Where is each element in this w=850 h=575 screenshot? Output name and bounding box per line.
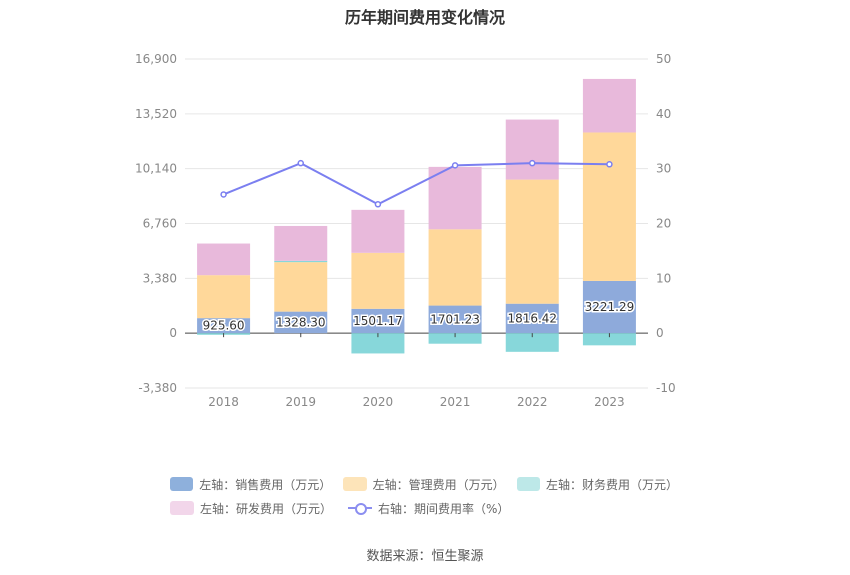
legend-item-expense-ratio[interactable]: 右轴：期间费用率（%） — [348, 500, 509, 517]
right-axis-tick-label: 50 — [656, 52, 671, 66]
sales-data-label: 3221.29 — [585, 300, 635, 314]
right-axis-tick-label: -10 — [656, 381, 676, 395]
x-axis-tick-label: 2021 — [440, 395, 471, 409]
bar-admin — [351, 252, 405, 309]
bar-admin — [505, 179, 559, 304]
legend-swatch-admin — [343, 477, 367, 491]
bar-rnd — [582, 78, 636, 133]
bar-rnd — [197, 243, 251, 276]
bar-rnd — [505, 119, 559, 180]
expense-ratio-point — [220, 191, 227, 198]
left-axis-tick-label: 3,380 — [143, 271, 177, 285]
bar-finance — [274, 260, 328, 263]
legend-swatch-finance — [516, 477, 540, 491]
left-axis-tick-label: 10,140 — [135, 162, 177, 176]
right-axis-tick-label: 10 — [656, 271, 671, 285]
legend-label-admin: 左轴：管理费用（万元） — [372, 477, 505, 492]
bar-finance — [582, 333, 636, 346]
bar-finance — [351, 333, 405, 354]
bar-sales — [274, 311, 328, 334]
x-axis-tick-label: 2022 — [517, 395, 548, 409]
data-source: 数据来源：恒生聚源 — [366, 549, 484, 564]
sales-data-label: 1501.17 — [353, 314, 403, 328]
bar-rnd — [428, 166, 482, 230]
left-axis-tick-label: -3,380 — [138, 381, 177, 395]
legend-label-sales: 左轴：销售费用（万元） — [199, 477, 332, 492]
bar-admin — [428, 229, 482, 306]
legend-item-rnd[interactable]: 左轴：研发费用（万元） — [170, 500, 332, 517]
chart-title: 历年期间费用变化情况 — [344, 8, 505, 27]
x-axis-tick-label: 2020 — [363, 395, 394, 409]
expense-ratio-point — [451, 162, 459, 169]
bar-rnd — [274, 225, 328, 261]
legend-swatch-expense-ratio — [348, 501, 373, 515]
x-axis-tick-label: 2018 — [208, 395, 239, 409]
bar-rnd — [351, 209, 405, 253]
bar-sales — [351, 308, 405, 334]
legend-label-rnd: 左轴：研发费用（万元） — [200, 501, 333, 516]
sales-data-label: 1328.30 — [276, 315, 326, 329]
x-axis-tick-label: 2019 — [285, 395, 316, 409]
sales-data-label: 925.60 — [203, 319, 245, 333]
expense-ratio-point — [606, 161, 613, 168]
bar-admin — [582, 132, 636, 281]
bar-sales — [505, 303, 559, 334]
sales-data-label: 1816.42 — [507, 311, 557, 325]
expense-ratio-point — [529, 159, 536, 167]
legend-swatch-sales — [170, 477, 194, 491]
chart-canvas: 16,900 50 13,520 40 10,140 30 6,760 20 3,380 10 0 0… — [135, 52, 676, 409]
left-axis-tick-label: 6,760 — [143, 217, 177, 231]
expense-ratio-point — [297, 159, 304, 167]
right-axis-tick-label: 30 — [656, 162, 671, 176]
bar-sales — [428, 305, 482, 334]
left-axis-tick-label: 16,900 — [135, 52, 177, 66]
bar-finance — [428, 333, 482, 344]
sales-data-label: 1701.23 — [430, 312, 480, 326]
chart-legend: 左轴：销售费用（万元） 左轴：管理费用（万元） 左轴：财务费用（万元） 左轴：研… — [170, 472, 690, 520]
expense-ratio-point — [374, 201, 382, 208]
bar-sales — [582, 280, 636, 334]
left-axis-tick-label: 13,520 — [135, 107, 177, 121]
legend-item-admin[interactable]: 左轴：管理费用（万元） — [343, 476, 505, 493]
left-axis-tick-label: 0 — [169, 326, 177, 340]
right-axis-tick-label: 0 — [656, 326, 664, 340]
legend-item-sales[interactable]: 左轴：销售费用（万元） — [170, 476, 332, 493]
bar-finance — [505, 333, 559, 352]
bar-admin — [197, 275, 251, 319]
right-axis-tick-label: 40 — [656, 107, 671, 121]
right-axis-tick-label: 20 — [656, 217, 671, 231]
bar-sales — [197, 318, 251, 334]
legend-label-finance: 左轴：财务费用（万元） — [545, 477, 678, 492]
legend-swatch-rnd — [170, 501, 194, 515]
legend-item-finance[interactable]: 左轴：财务费用（万元） — [516, 476, 678, 493]
legend-label-expense-ratio: 右轴：期间费用率（%） — [378, 501, 510, 516]
expense-ratio-line — [223, 162, 610, 206]
x-axis-tick-label: 2023 — [594, 395, 625, 409]
bar-admin — [274, 262, 328, 312]
